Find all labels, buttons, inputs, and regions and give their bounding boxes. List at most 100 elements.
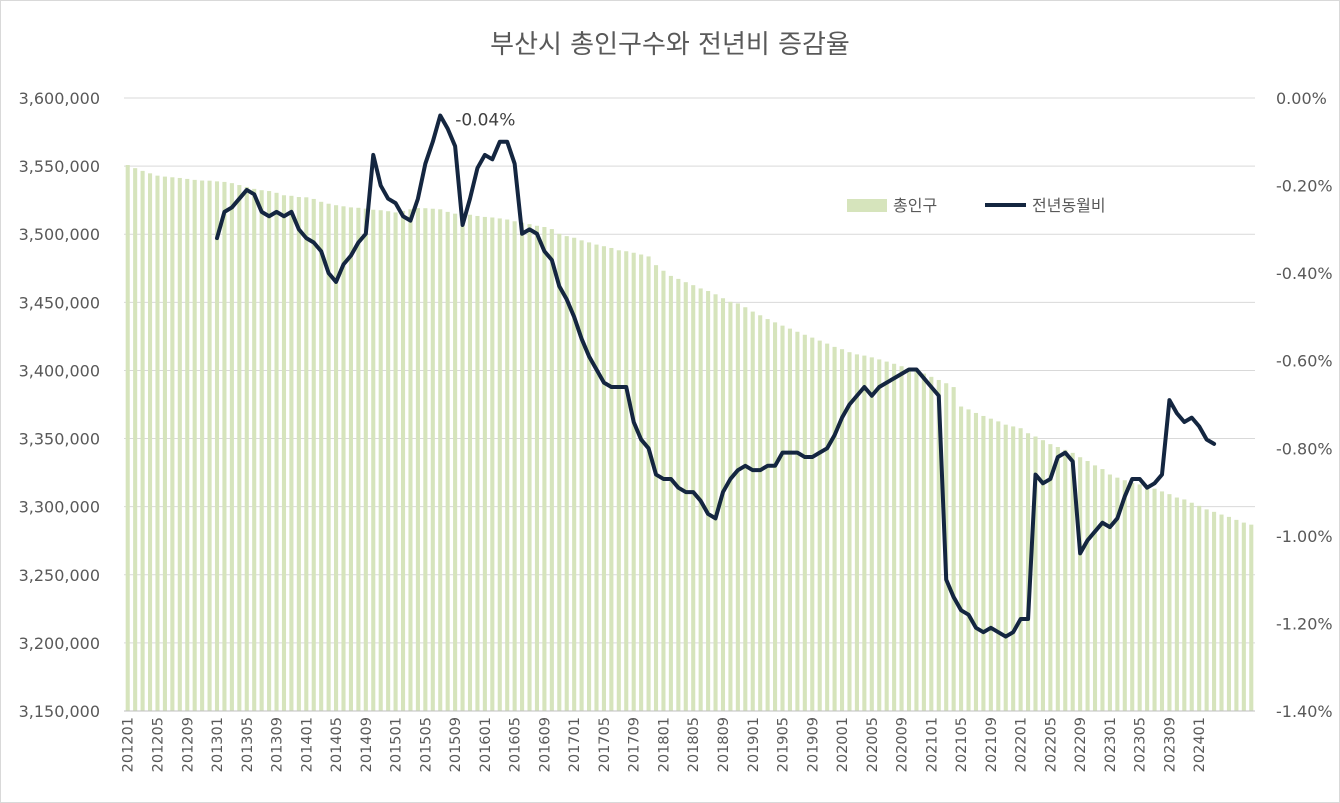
population-bar xyxy=(936,379,941,711)
population-bar xyxy=(326,203,331,712)
population-bar xyxy=(274,192,279,711)
population-bar xyxy=(557,233,562,712)
population-bar xyxy=(363,208,368,712)
population-bar xyxy=(1092,465,1098,711)
population-bar xyxy=(839,349,845,711)
x-tick-label: 201601 xyxy=(478,717,494,772)
population-bar xyxy=(393,212,398,711)
population-bar xyxy=(177,177,182,711)
population-bar xyxy=(453,213,458,712)
population-bar xyxy=(825,343,830,711)
left-y-tick-label: 3,500,000 xyxy=(19,225,100,244)
population-bar xyxy=(1249,524,1254,711)
population-bar xyxy=(966,409,971,711)
population-bar xyxy=(259,190,264,712)
right-y-axis: 0.00% -0.20% -0.40% -0.60% -0.80% -1.00% -1.20… xyxy=(1276,89,1333,721)
x-tick-label: 202205 xyxy=(1043,717,1059,772)
population-bars xyxy=(125,165,1254,712)
population-bar xyxy=(795,331,800,711)
population-bar xyxy=(847,352,852,711)
population-bar xyxy=(341,206,346,711)
population-bar xyxy=(817,340,822,711)
population-bar xyxy=(1107,474,1112,711)
population-bar xyxy=(319,201,324,711)
left-y-axis: 3,600,000 3,550,000 3,500,000 3,450,000 3,40… xyxy=(19,89,100,721)
left-y-tick-label: 3,150,000 xyxy=(19,702,100,721)
population-bar xyxy=(482,216,487,711)
population-bar xyxy=(1122,480,1127,711)
left-y-tick-label: 3,250,000 xyxy=(19,566,100,585)
right-y-tick-label: 0.00% xyxy=(1276,89,1327,108)
population-bar xyxy=(1100,469,1105,711)
population-bar xyxy=(1033,436,1038,711)
population-bar xyxy=(1212,511,1217,711)
population-bar xyxy=(884,361,889,711)
x-tick-label: 201905 xyxy=(776,717,792,772)
population-bar xyxy=(1130,482,1135,711)
population-bar xyxy=(996,421,1001,711)
population-bar xyxy=(1182,499,1187,711)
x-tick-label: 201401 xyxy=(299,717,315,772)
population-bar xyxy=(921,373,926,711)
x-tick-label: 201609 xyxy=(537,717,553,772)
population-bar xyxy=(1070,452,1075,711)
x-tick-label: 201205 xyxy=(150,717,166,772)
chart-title: 부산시 총인구수와 전년비 증감율 xyxy=(490,30,850,60)
population-bar xyxy=(534,225,540,712)
population-bar xyxy=(296,197,301,711)
x-tick-label: 201809 xyxy=(716,717,732,772)
population-bar xyxy=(371,209,376,712)
population-bar xyxy=(1241,522,1246,711)
right-y-tick-label: -1.00% xyxy=(1276,527,1333,546)
population-bar xyxy=(802,334,807,711)
population-bar xyxy=(133,168,138,712)
population-bar xyxy=(438,209,443,711)
population-bar xyxy=(527,224,532,711)
population-bar xyxy=(981,415,986,711)
left-y-tick-label: 3,200,000 xyxy=(19,634,100,653)
population-bar xyxy=(1040,440,1045,711)
population-bar xyxy=(1018,428,1023,711)
left-y-tick-label: 3,450,000 xyxy=(19,293,100,312)
x-tick-label: 201605 xyxy=(508,717,524,772)
population-bar xyxy=(356,207,361,711)
x-tick-label: 202305 xyxy=(1133,717,1149,772)
population-bar xyxy=(1011,426,1016,711)
population-bar xyxy=(1159,491,1165,711)
population-bar xyxy=(929,376,934,711)
legend: 총인구 전년동월비 xyxy=(847,196,1106,215)
population-bar xyxy=(281,195,287,711)
x-tick-label: 201309 xyxy=(270,717,286,772)
population-bar xyxy=(214,181,220,712)
population-bar xyxy=(743,307,748,711)
population-bar xyxy=(200,180,205,711)
population-bar xyxy=(720,298,726,711)
population-bar xyxy=(810,337,815,711)
population-bar xyxy=(683,282,688,711)
x-tick-label: 202209 xyxy=(1073,717,1089,772)
gridlines xyxy=(124,97,1255,712)
right-y-tick-label: -0.40% xyxy=(1276,264,1333,283)
population-bar xyxy=(475,215,480,711)
population-bar xyxy=(616,250,621,711)
population-bar xyxy=(676,278,681,711)
x-tick-label: 201701 xyxy=(567,717,583,772)
population-bar xyxy=(1085,461,1090,711)
population-bar xyxy=(854,354,859,711)
right-y-tick-label: -0.80% xyxy=(1276,439,1333,458)
population-bar xyxy=(185,178,190,711)
x-tick-label: 201405 xyxy=(329,717,345,772)
population-bar xyxy=(691,285,696,711)
x-tick-label: 201505 xyxy=(418,717,434,772)
x-tick-label: 201909 xyxy=(805,717,821,772)
x-tick-label: 201501 xyxy=(389,717,405,772)
population-bar xyxy=(1204,509,1209,711)
right-y-tick-label: -0.20% xyxy=(1276,177,1333,196)
x-tick-label: 201901 xyxy=(746,717,762,772)
left-y-tick-label: 3,350,000 xyxy=(19,430,100,449)
x-tick-label: 201201 xyxy=(121,717,137,772)
population-bar xyxy=(542,227,547,711)
population-bar xyxy=(460,214,465,711)
